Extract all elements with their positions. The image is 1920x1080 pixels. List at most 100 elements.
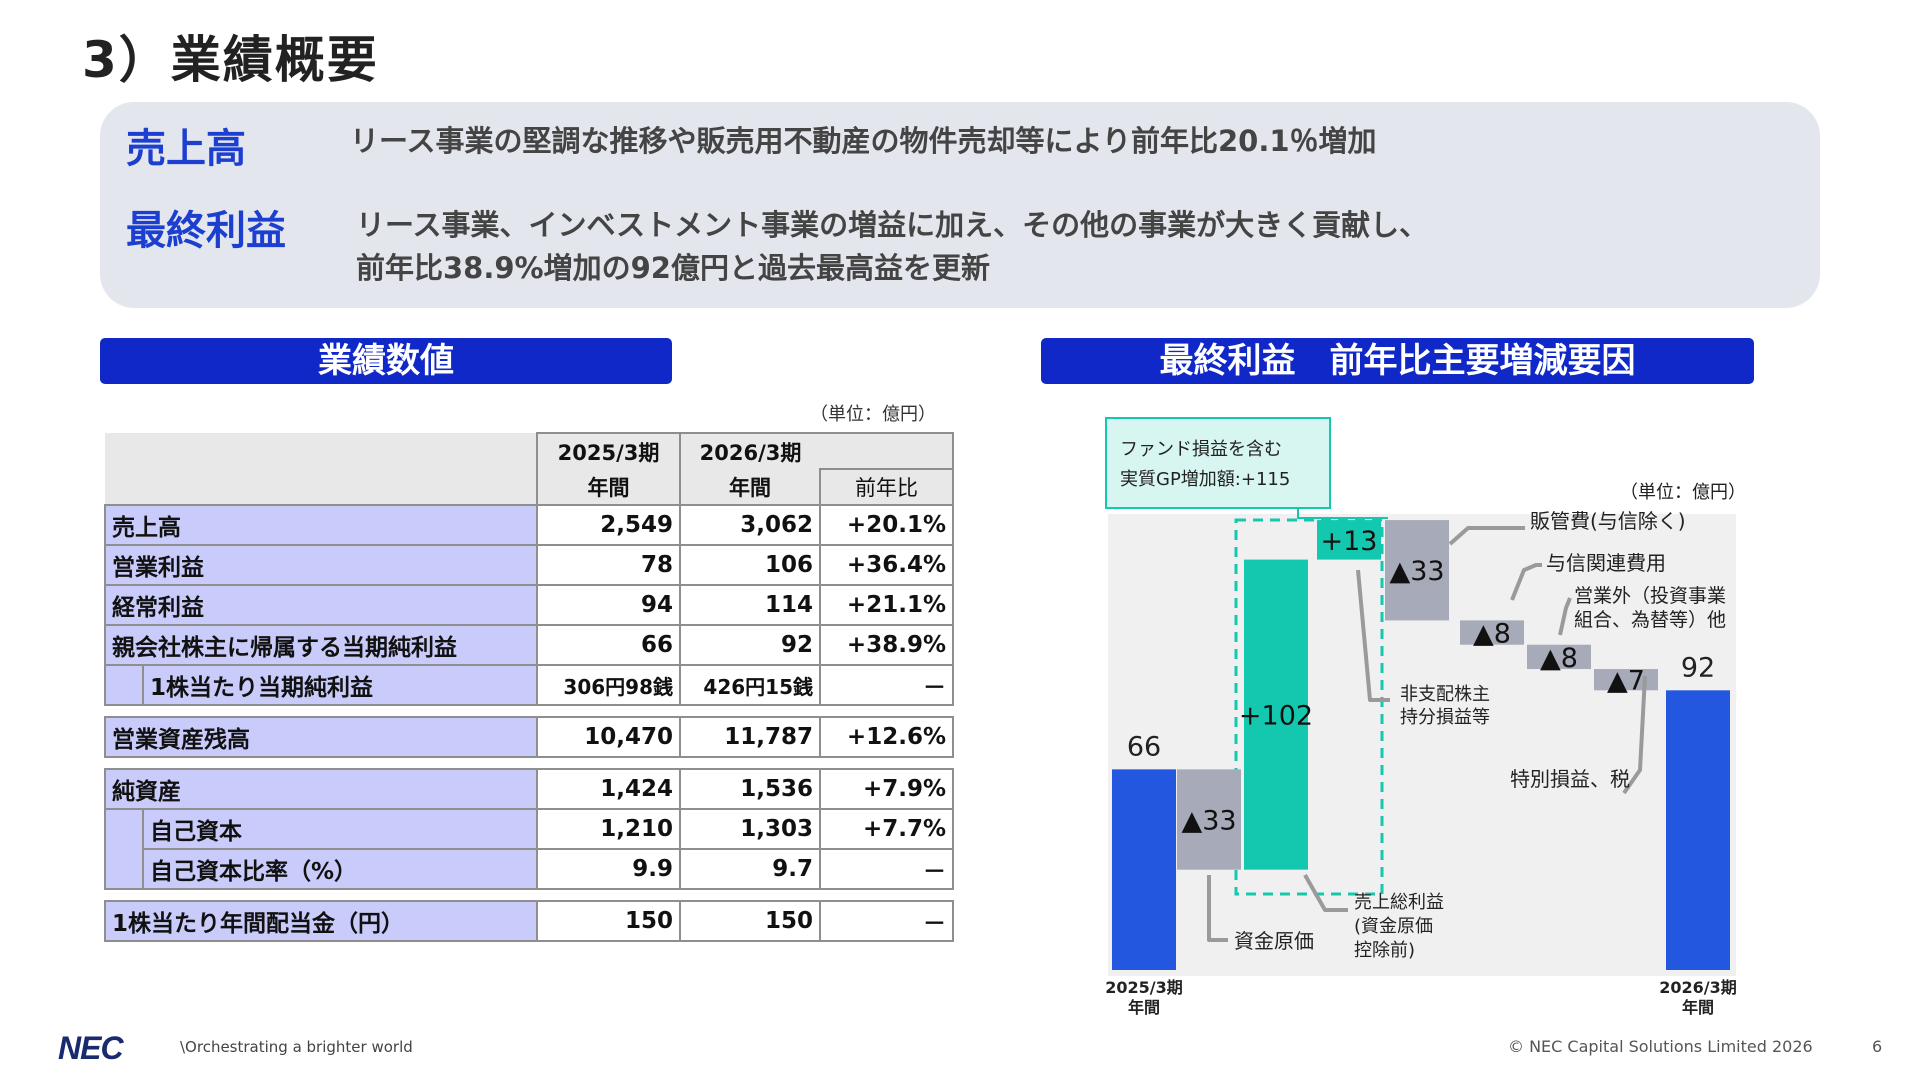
row-value-fy2025: 10,470 [536, 716, 681, 758]
row-value-yoy: +38.9% [819, 624, 954, 666]
col-header-yoy: 前年比 [819, 468, 954, 506]
results-section-header: 業績数値 [100, 338, 672, 384]
note-gross-profit-3: 控除前) [1354, 940, 1415, 961]
note-nonoperating-1: 営業外（投資事業 [1574, 585, 1726, 607]
footer-tagline: \Orchestrating a brighter world [180, 1038, 413, 1056]
row-value-fy2026: 92 [679, 624, 821, 666]
axis-label: 年間 [1682, 998, 1714, 1017]
row-label: 親会社株主に帰属する当期純利益 [104, 624, 538, 666]
waterfall-bar [1317, 520, 1381, 560]
bar-value-label: ▲8 [1540, 643, 1578, 674]
leader-line-cost-of-funds [1207, 875, 1228, 942]
waterfall-bar [1460, 620, 1524, 645]
bar-value-label: 66 [1127, 731, 1161, 762]
waterfall-bar [1527, 644, 1591, 670]
axis-label: 2025/3期 [1105, 978, 1183, 997]
table-row: 純資産 1,424 1,536 +7.9% [104, 768, 954, 810]
table-row: 営業利益 78 106 +36.4% [104, 544, 954, 586]
row-value-fy2026: 3,062 [679, 504, 821, 546]
row-label: 経常利益 [104, 584, 538, 626]
note-minority-2: 持分損益等 [1400, 707, 1490, 728]
col-header-fy2026: 2026/3期 [679, 432, 820, 469]
table-row: 自己資本比率（%） 9.9 9.7 － [105, 848, 954, 890]
summary-box: 売上高 リース事業の堅調な推移や販売用不動産の物件売却等により前年比20.1％増… [100, 102, 1820, 308]
bar-value-label: 92 [1681, 652, 1715, 683]
bar-value-label: ▲33 [1389, 556, 1444, 587]
note-cost-of-funds: 資金原価 [1234, 929, 1314, 953]
callout-box [1105, 417, 1331, 509]
row-value-fy2026: 114 [679, 584, 821, 626]
row-value-yoy: +21.1% [819, 584, 954, 626]
bar-value-label: +13 [1321, 526, 1378, 557]
row-label: 売上高 [104, 504, 538, 546]
table-row: 親会社株主に帰属する当期純利益 66 92 +38.9% [104, 624, 954, 666]
profit-summary-text-2: 前年比38.9%増加の92億円と過去最高益を更新 [356, 251, 990, 285]
table-row: 経常利益 94 114 +21.1% [104, 584, 954, 626]
waterfall-bar [1244, 559, 1308, 870]
table-row: 売上高 2,549 3,062 +20.1% [104, 504, 954, 546]
sales-summary-label: 売上高 [126, 126, 246, 172]
nec-logo: NEC [58, 1030, 124, 1066]
waterfall-bar [1112, 769, 1176, 970]
row-value-fy2025: 9.9 [536, 848, 681, 890]
row-value-fy2026: 106 [679, 544, 821, 586]
profit-summary-text-1: リース事業、インベストメント事業の増益に加え、その他の事業が大きく貢献し、 [356, 208, 1429, 242]
note-nonoperating-2: 組合、為替等）他 [1574, 609, 1726, 631]
footer-copyright: © NEC Capital Solutions Limited 2026 [1508, 1037, 1813, 1056]
leader-line-nonoperating [1558, 597, 1572, 636]
col-header-annual-2025: 年間 [536, 469, 681, 506]
note-sga: 販管費(与信除く) [1530, 509, 1686, 533]
bar-value-label: +102 [1239, 701, 1313, 732]
row-value-fy2026: 1,536 [679, 768, 821, 810]
table-row: 自己資本 1,210 1,303 +7.7% [104, 808, 954, 890]
row-value-fy2026: 9.7 [679, 848, 821, 890]
row-value-yoy: － [819, 664, 954, 706]
table-row: 営業資産残高 10,470 11,787 +12.6% [104, 716, 954, 758]
row-value-yoy: +7.7% [819, 808, 954, 850]
row-value-fy2025: 66 [536, 624, 681, 666]
row-label: 1株当たり当期純利益 [142, 664, 538, 706]
col-header-annual-2026: 年間 [679, 469, 821, 506]
profit-factors-section-header: 最終利益 前年比主要増減要因 [1041, 338, 1754, 384]
waterfall-bar [1666, 690, 1730, 970]
row-value-yoy: +12.6% [819, 716, 954, 758]
callout-pointer [1297, 508, 1388, 519]
note-gross-profit-2: (資金原価 [1354, 916, 1433, 937]
row-value-fy2025: 1,210 [536, 808, 681, 850]
leader-line-credit [1510, 563, 1542, 601]
page-number: 6 [1872, 1037, 1883, 1056]
note-gross-profit-1: 売上総利益 [1354, 892, 1444, 913]
row-value-fy2026: 426円15銭 [679, 664, 821, 706]
row-label: 自己資本 [142, 808, 538, 850]
callout-text-line1: ファンド損益を含む [1120, 439, 1282, 460]
results-table: 2025/3期 2026/3期 年間 年間 前年比 売上高 2,549 3,06… [104, 432, 954, 942]
leader-line-minority [1356, 569, 1390, 702]
results-unit-label: （単位：億円） [810, 404, 936, 425]
leader-line-gross-profit [1303, 874, 1348, 912]
note-extraordinary: 特別損益、税 [1510, 767, 1630, 791]
row-value-fy2025: 306円98銭 [536, 664, 681, 706]
callout-text-line2: 実質GP増加額:+115 [1120, 469, 1290, 490]
bar-value-label: ▲7 [1607, 666, 1645, 697]
row-label: 1株当たり年間配当金（円） [104, 900, 538, 942]
row-value-fy2025: 78 [536, 544, 681, 586]
row-label: 営業利益 [104, 544, 538, 586]
row-label: 自己資本比率（%） [142, 848, 538, 890]
row-value-fy2026: 1,303 [679, 808, 821, 850]
row-value-yoy: － [819, 848, 954, 890]
table-header-row-2: 年間 年間 前年比 [105, 468, 954, 506]
row-indent [104, 664, 144, 706]
leader-line-extraordinary [1622, 675, 1647, 795]
bar-value-label: ▲33 [1181, 806, 1236, 837]
sales-summary-text: リース事業の堅調な推移や販売用不動産の物件売却等により前年比20.1％増加 [350, 124, 1377, 158]
page-title: 3）業績概要 [82, 31, 379, 89]
leader-line-sga [1448, 526, 1525, 546]
note-minority-1: 非支配株主 [1400, 684, 1490, 705]
row-indent [104, 808, 144, 890]
row-value-fy2025: 2,549 [536, 504, 681, 546]
row-value-yoy: +36.4% [819, 544, 954, 586]
row-value-fy2025: 94 [536, 584, 681, 626]
table-row: 1株当たり当期純利益 306円98銭 426円15銭 － [104, 664, 954, 706]
row-value-yoy: +20.1% [819, 504, 954, 546]
